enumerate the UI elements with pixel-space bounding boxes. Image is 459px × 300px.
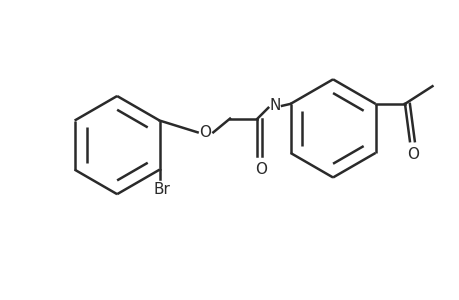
Text: O: O xyxy=(406,147,418,162)
Text: Br: Br xyxy=(153,182,170,197)
Text: O: O xyxy=(199,125,211,140)
Text: N: N xyxy=(269,98,280,113)
Text: O: O xyxy=(255,162,267,177)
